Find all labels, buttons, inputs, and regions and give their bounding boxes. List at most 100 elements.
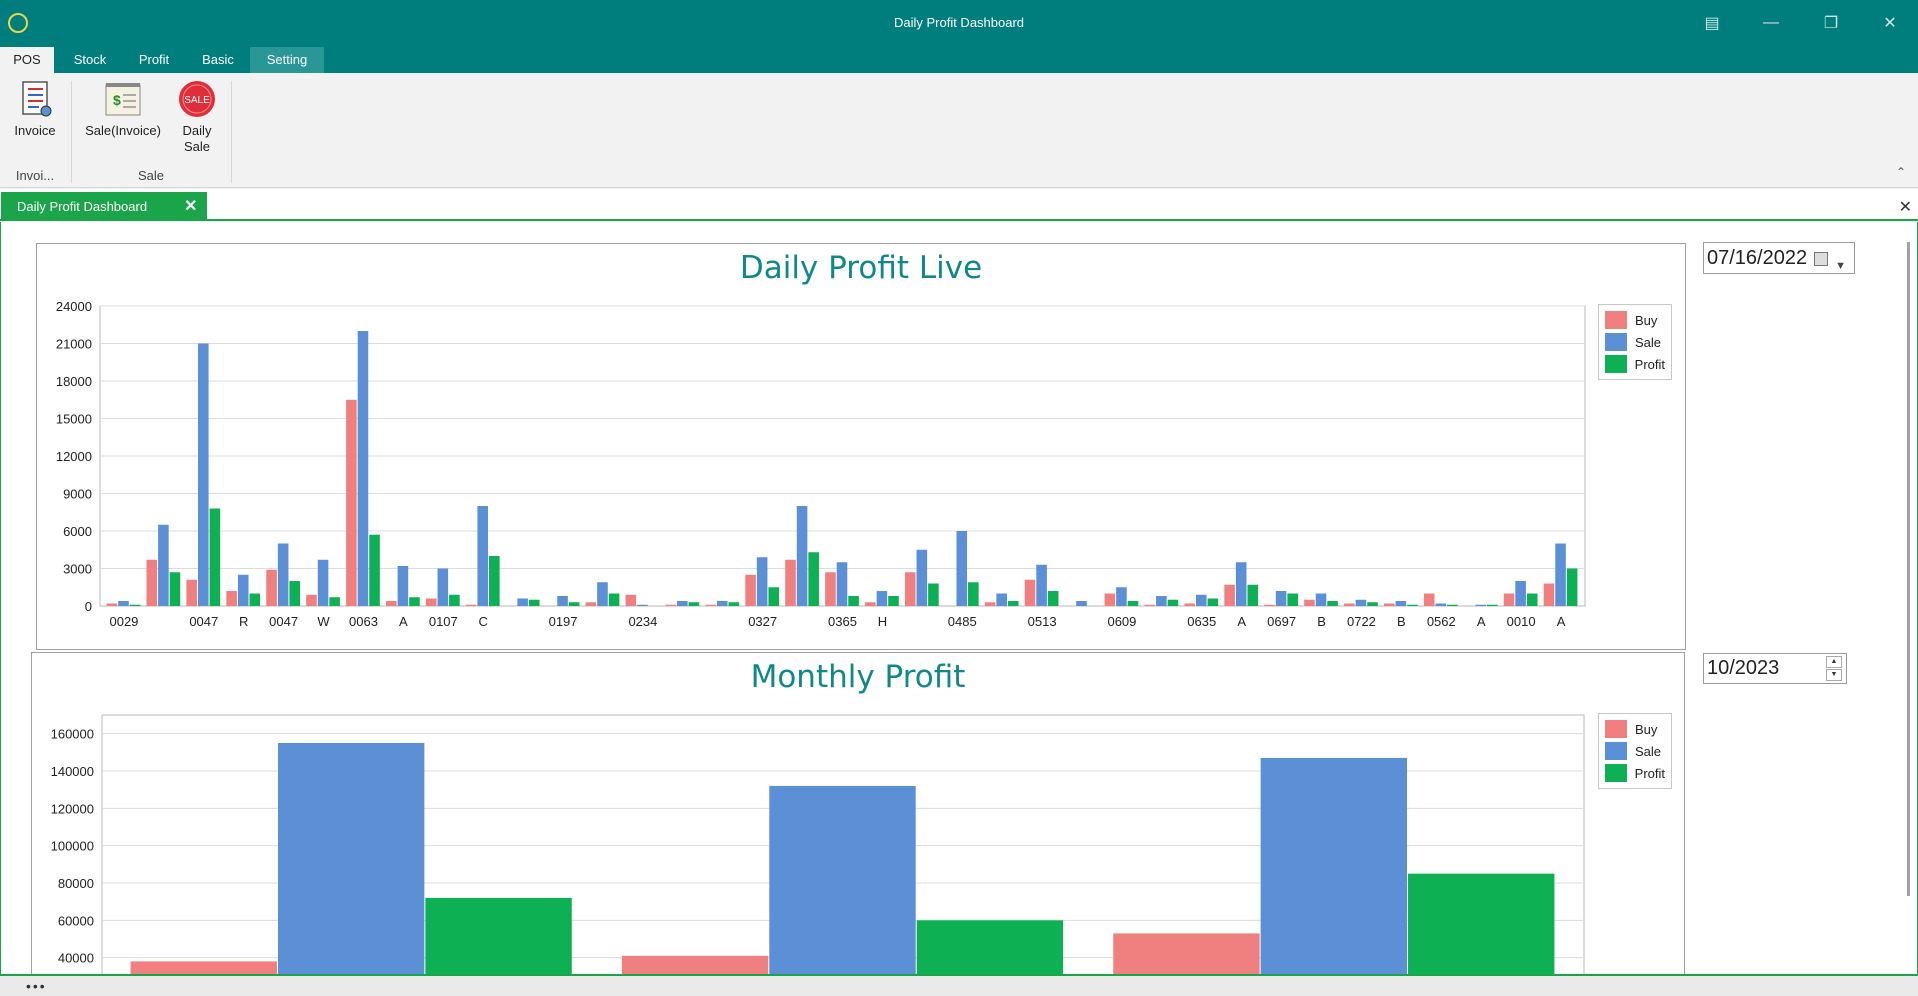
bar-sale [277,743,425,974]
legend-item-buy: Buy [1605,309,1665,331]
sale-invoice-icon: $ [105,83,141,116]
bar-sale [277,543,289,606]
invoice-icon [22,81,52,117]
month-spinner[interactable]: 10/2023 ▲ ▼ [1703,653,1847,684]
bar-buy [1304,599,1315,606]
legend-item-buy: Buy [1605,718,1665,740]
bar-profit [928,583,939,606]
document-tab[interactable]: Daily Profit Dashboard ✕ [1,192,207,221]
tab-basic[interactable]: Basic [202,52,234,67]
x-tick-label: A [1477,614,1486,629]
close-document-icon[interactable]: ✕ [1898,199,1912,216]
calendar-icon[interactable] [1814,252,1828,266]
invoice-button[interactable]: Invoice [6,79,64,139]
tab-pos[interactable]: POS [0,47,54,73]
bar-sale [1156,596,1167,606]
sale-invoice-label: Sale(Invoice) [85,123,161,138]
more-icon[interactable]: ••• [26,978,47,994]
bar-buy [1423,593,1435,606]
bar-profit [728,602,740,606]
y-tick-label: 140000 [51,764,94,779]
daily-date-picker[interactable]: 07/16/2022 ▼ [1703,242,1855,274]
bar-sale [1195,594,1207,606]
bar-sale [836,562,848,606]
collapse-ribbon-icon[interactable]: ⌃ [1895,165,1906,179]
bar-profit [968,582,979,606]
daily-profit-chart: 0 3000 6000 9000 12000 15000 18000 21000 24000 00… [56,299,1586,629]
bar-buy [984,602,996,606]
bar-profit [1367,602,1378,606]
bar-profit [528,599,540,606]
tab-profit[interactable]: Profit [138,52,170,67]
x-tick-label: 0609 [1107,614,1136,629]
bar-buy [665,604,677,606]
legend-label-profit: Profit [1634,356,1665,372]
bar-buy [1384,603,1395,606]
maximize-button[interactable]: ❐ [1823,15,1839,32]
bar-sale [437,568,449,606]
bar-sale [397,566,409,606]
bar-buy [306,594,317,606]
bar-sale [956,531,968,606]
x-tick-label: 0513 [1028,614,1057,629]
restore-layout-icon[interactable]: ▤ [1704,15,1720,32]
bar-buy [130,961,277,974]
ribbon-group-sale: Sale [137,168,165,183]
legend-label-buy: Buy [1635,312,1658,328]
y-tick-label: 40000 [58,951,94,966]
bar-buy [386,601,397,606]
sale-badge-text: SALE [184,95,210,106]
daily-sale-label-1: Daily [182,123,212,138]
daily-chart-panel: Daily Profit Live 0 3000 6000 9000 12000 1500… [36,243,1686,650]
bar-profit [1566,568,1578,606]
bar-sale [876,591,888,606]
bar-profit [1327,601,1338,606]
bar-buy [226,591,237,606]
bar-sale [1355,599,1367,606]
x-tick-label: W [317,614,330,629]
close-tab-icon[interactable]: ✕ [184,198,198,215]
bar-buy [865,602,876,606]
spin-up-icon[interactable]: ▲ [1826,656,1842,668]
bar-profit [209,508,221,606]
x-tick-label: 0562 [1427,614,1456,629]
bar-buy [625,594,637,606]
bar-sale [996,593,1007,606]
x-tick-label: H [878,614,887,629]
spin-down-icon[interactable]: ▼ [1826,669,1842,681]
y-tick-label: 18000 [56,374,92,389]
legend-label-sale: Sale [1635,743,1662,759]
bar-profit [449,594,460,606]
bar-buy [465,604,477,606]
sale-invoice-button[interactable]: $ Sale(Invoice) [80,79,166,139]
bar-sale [1116,587,1127,606]
x-tick-label: 0047 [189,614,218,629]
legend-item-sale: Sale [1605,740,1665,762]
tab-setting[interactable]: Setting [250,47,324,73]
minimize-button[interactable]: — [1763,14,1779,31]
y-tick-label: 3000 [63,562,92,577]
bar-sale [796,506,808,606]
bar-sale [477,506,489,606]
sale-badge-icon: SALE [179,81,215,117]
bar-sale [1275,591,1287,606]
daily-sale-button[interactable]: SALE Daily Sale [172,79,222,155]
bar-profit [1167,599,1179,606]
y-tick-label: 6000 [63,524,92,539]
vertical-scrollbar[interactable] [1907,242,1910,896]
bar-buy [266,569,277,606]
invoice-label: Invoice [14,123,56,138]
monthly-chart-title: Monthly Profit [750,659,966,695]
ribbon-separator [231,81,232,183]
app-icon [8,13,28,33]
bar-sale [677,601,688,606]
tab-stock[interactable]: Stock [73,52,107,67]
title-bar: Daily Profit Dashboard ▤ — ❐ ✕ [0,0,1918,47]
bar-profit [369,534,380,606]
x-tick-label: 0635 [1187,614,1216,629]
x-tick-label: 0107 [429,614,458,629]
bar-profit [169,572,181,606]
x-tick-label: 0010 [1507,614,1536,629]
close-button[interactable]: ✕ [1883,15,1897,32]
chevron-down-icon[interactable]: ▼ [1835,260,1846,272]
